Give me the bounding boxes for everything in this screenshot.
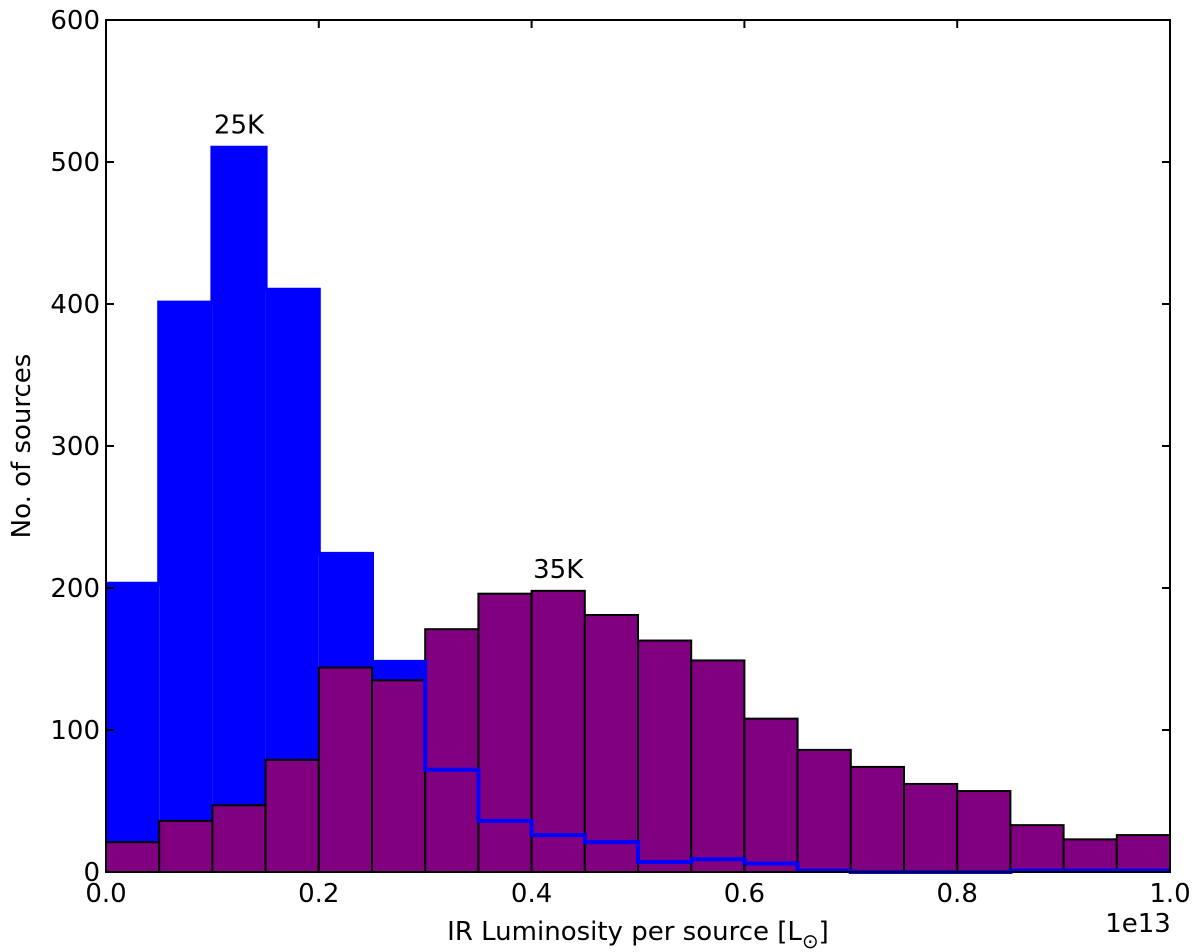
x-tick-label: 1.0 [1149, 879, 1190, 909]
bar-35k [477, 592, 533, 873]
y-tick-label: 0 [83, 858, 100, 888]
x-tick-label: 0.8 [937, 879, 978, 909]
y-tick-label: 200 [50, 574, 100, 604]
bar-35k [424, 628, 480, 873]
axis-ticks [105, 19, 1171, 873]
bar-35k [903, 782, 959, 874]
axis-tick-labels: 0.0 0.2 0.4 0.6 0.8 1.0 0 100 200 300 400 500 600 [50, 6, 1190, 909]
x-tick-label: 0.6 [724, 879, 765, 909]
x-offset-label: 1e13 [1105, 909, 1171, 939]
bar-35k [211, 804, 267, 874]
bar-35k [849, 765, 905, 873]
series-35k-bars [105, 589, 1172, 874]
bar-35k [530, 589, 586, 874]
bar-25k [106, 583, 160, 872]
y-tick-label: 600 [50, 6, 100, 36]
x-axis-label: IR Luminosity per source [L⊙] [447, 917, 829, 952]
bar-35k [264, 758, 320, 874]
x-tick-label: 0.2 [298, 879, 339, 909]
x-axis-label-close: ] [819, 917, 829, 947]
x-tick-label: 0.0 [85, 879, 126, 909]
y-tick-label: 100 [50, 716, 100, 746]
bar-35k [690, 659, 746, 873]
y-tick-label: 300 [50, 432, 100, 462]
bar-35k [1062, 838, 1118, 874]
bar-25k [212, 147, 266, 873]
bar-35k [1009, 824, 1065, 874]
bar-35k [158, 819, 214, 874]
bar-25k [159, 302, 213, 873]
y-tick-label: 500 [50, 148, 100, 178]
bar-35k [317, 666, 373, 874]
bar-35k [743, 717, 799, 874]
annotations: 25K 35K [214, 111, 584, 585]
y-tick-label: 400 [50, 290, 100, 320]
bar-35k [583, 613, 639, 873]
y-axis-label: No. of sources [7, 354, 37, 539]
x-axis-label-subscript: ⊙ [802, 929, 819, 952]
bar-35k [1115, 834, 1172, 874]
annotation-label: 25K [214, 111, 265, 141]
bar-35k [371, 679, 427, 873]
annotation-label: 35K [533, 555, 584, 585]
x-tick-label: 0.4 [511, 879, 552, 909]
bar-35k [796, 748, 852, 874]
x-axis-label-main: IR Luminosity per source [L [447, 917, 802, 947]
bar-35k [105, 841, 161, 873]
bar-35k [956, 790, 1012, 873]
bar-35k [637, 639, 693, 873]
